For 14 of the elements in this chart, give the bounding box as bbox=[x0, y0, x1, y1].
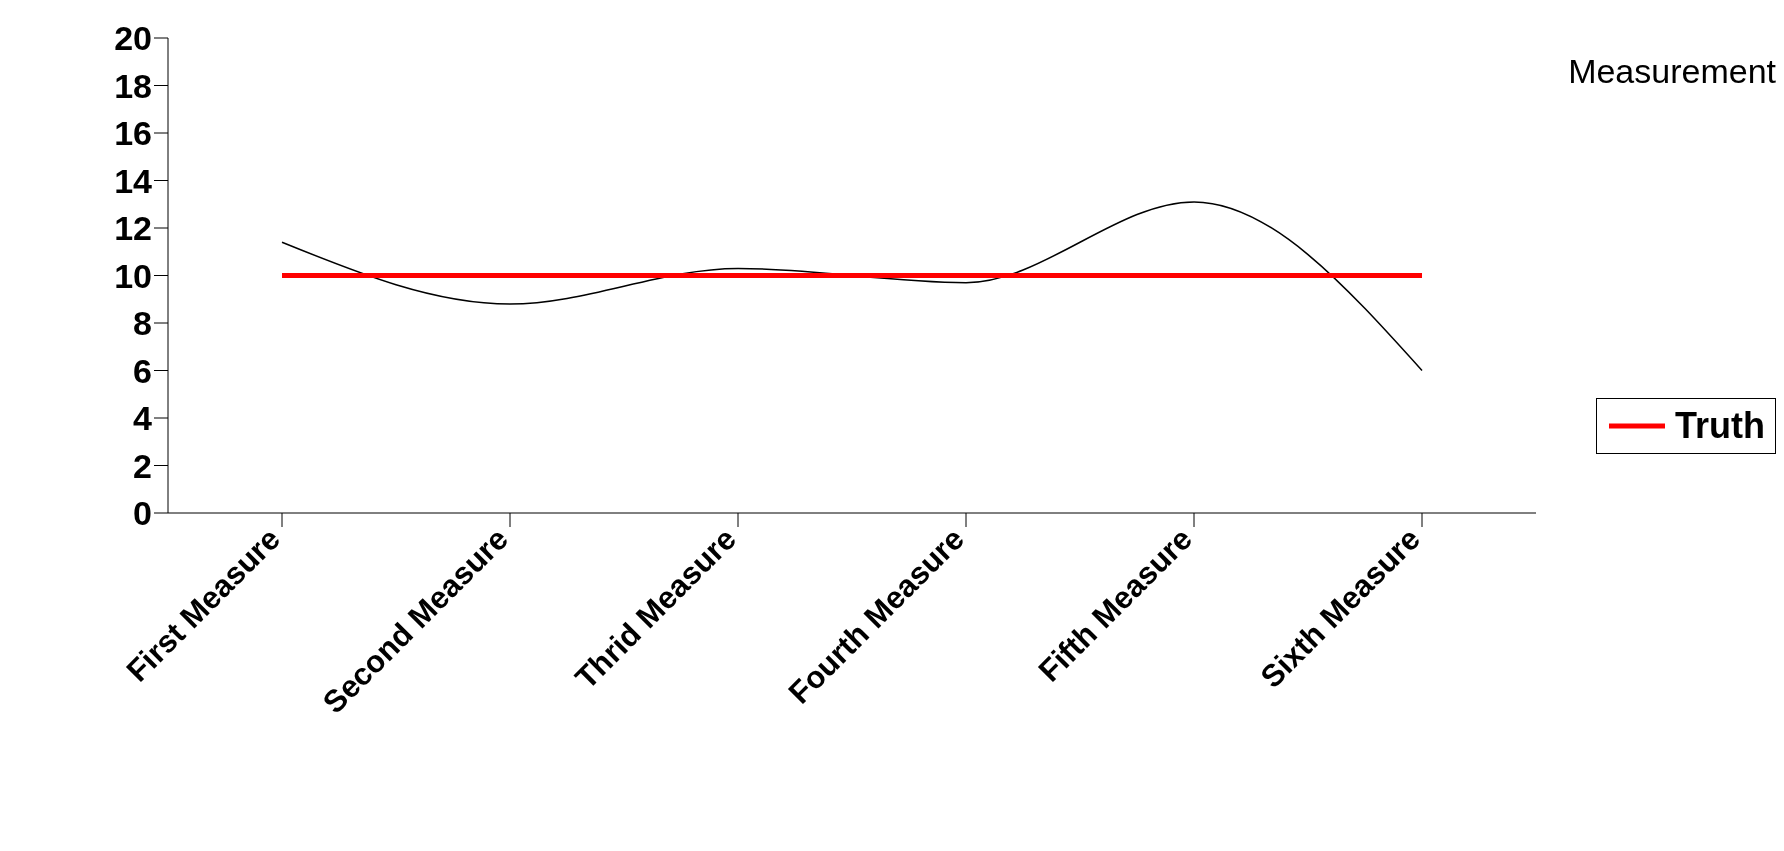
line-series bbox=[281, 201, 1423, 372]
legend-label: Truth bbox=[1674, 404, 1765, 447]
y-tick-label: 16 bbox=[114, 114, 152, 153]
y-tick-label: 0 bbox=[133, 494, 152, 533]
y-tick-label: 14 bbox=[114, 161, 153, 200]
y-tick-label: 12 bbox=[114, 209, 152, 248]
y-tick-label: 20 bbox=[114, 19, 152, 58]
text: Measurement bbox=[1568, 52, 1776, 91]
y-tick-label: 4 bbox=[133, 399, 153, 438]
y-tick-label: 18 bbox=[114, 66, 152, 105]
y-tick-label: 10 bbox=[114, 256, 152, 295]
y-tick-label: 6 bbox=[133, 351, 152, 390]
y-tick-label: 2 bbox=[133, 446, 152, 485]
y-tick-label: 8 bbox=[133, 304, 152, 343]
